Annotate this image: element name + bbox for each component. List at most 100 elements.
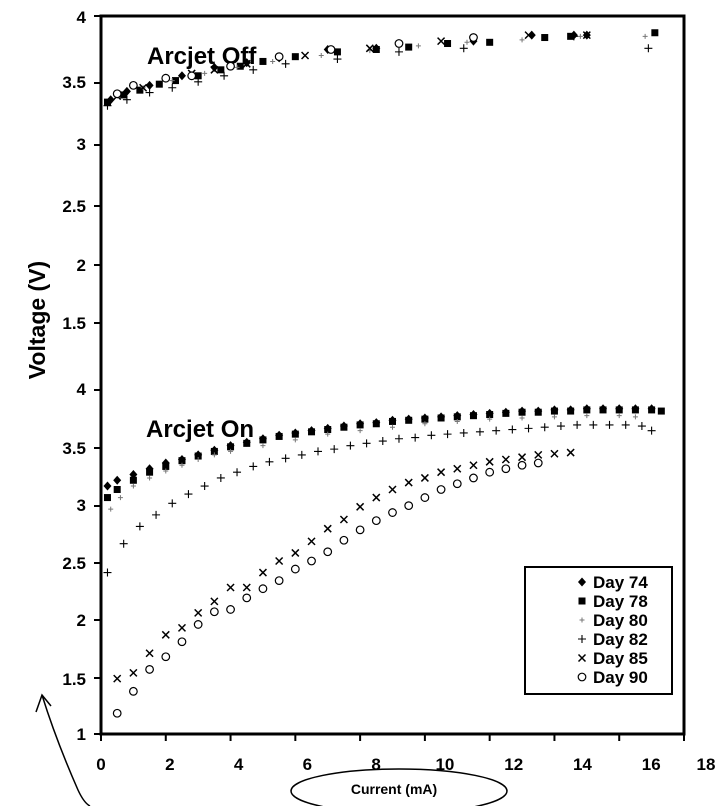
data-point [227, 443, 235, 451]
data-point [637, 422, 646, 431]
data-point [589, 420, 598, 429]
data-point [145, 665, 154, 674]
data-point [492, 426, 501, 435]
data-point [129, 668, 138, 677]
data-point [469, 33, 478, 42]
data-point [443, 430, 452, 439]
data-point [122, 95, 131, 104]
data-point [422, 421, 428, 427]
data-point [128, 686, 138, 696]
data-point [129, 476, 137, 484]
data-point [112, 708, 122, 718]
data-point [390, 424, 395, 430]
x-tick-label: 8 [371, 755, 380, 774]
data-point [355, 525, 365, 535]
data-point [486, 38, 494, 46]
data-point [179, 462, 185, 468]
data-point [519, 37, 525, 43]
data-point [274, 576, 284, 586]
legend-box [524, 566, 673, 695]
data-point [326, 45, 336, 54]
data-point [616, 413, 622, 419]
data-point [333, 55, 342, 64]
legend: Day 74 Day 78 Day 80 Day 82 Day 85 Day 9… [524, 566, 673, 695]
data-point [281, 59, 290, 68]
data-point [405, 43, 413, 51]
data-point [405, 416, 413, 424]
data-point [452, 479, 462, 489]
data-point [365, 44, 374, 53]
y-tick-labels: 1 1.5 2 2.5 3 3.5 4 1.5 2 2.5 3 3.5 4 [62, 8, 86, 744]
legend-marker [577, 653, 587, 663]
data-point [487, 416, 493, 422]
data-point [339, 515, 348, 524]
y-tick-label: 4 [77, 8, 87, 27]
data-point [274, 52, 284, 62]
data-point [113, 475, 122, 485]
data-point [339, 535, 349, 545]
data-point [469, 461, 478, 470]
data-point [541, 34, 549, 42]
data-point [459, 44, 468, 53]
data-point [420, 493, 430, 502]
data-point [517, 460, 527, 470]
hand-drawn-circle [290, 768, 508, 806]
data-point [519, 415, 525, 421]
data-point [147, 475, 153, 481]
x-tick-label: 14 [573, 755, 592, 774]
data-point [415, 43, 421, 49]
data-point [161, 652, 171, 662]
data-point [200, 482, 209, 491]
data-point [270, 58, 276, 64]
data-point [117, 495, 123, 501]
data-point [464, 39, 470, 45]
data-point [103, 481, 112, 491]
data-point [209, 607, 219, 617]
data-point [501, 464, 511, 474]
data-point [642, 33, 648, 39]
data-point [411, 433, 420, 442]
data-point [647, 426, 656, 435]
x-tick-labels: 0 2 4 6 8 10 12 14 16 18 [96, 755, 715, 774]
data-point [469, 473, 478, 483]
x-tick-label: 6 [303, 755, 312, 774]
data-point [249, 462, 258, 471]
data-point [502, 409, 510, 417]
data-point [162, 462, 170, 470]
data-point [177, 623, 187, 632]
data-point [233, 468, 242, 477]
data-point [501, 455, 510, 464]
data-point [508, 425, 517, 434]
data-point [566, 448, 575, 457]
data-point [226, 61, 235, 71]
data-point [469, 412, 477, 420]
data-point [178, 457, 186, 465]
data-point [556, 422, 565, 431]
data-point [112, 89, 122, 99]
data-point [291, 53, 299, 61]
data-markers [103, 29, 665, 718]
data-point [177, 71, 186, 81]
data-point [194, 72, 202, 80]
data-point [291, 548, 300, 557]
data-point [258, 568, 267, 577]
data-point [573, 420, 582, 429]
data-point [427, 431, 436, 440]
data-point [291, 430, 299, 438]
data-point [437, 37, 446, 46]
data-point [394, 39, 404, 48]
data-point [228, 448, 234, 454]
data-point [583, 406, 591, 414]
data-point [103, 494, 111, 502]
data-point [340, 423, 348, 431]
data-point [357, 428, 363, 434]
data-point [615, 406, 623, 414]
data-point [524, 31, 533, 40]
data-point [551, 414, 557, 420]
legend-label: Day 90 [593, 668, 648, 687]
data-point [210, 597, 219, 606]
data-point [169, 78, 175, 84]
x-tick-label: 12 [504, 755, 523, 774]
data-point [135, 522, 144, 531]
data-point [145, 649, 154, 658]
